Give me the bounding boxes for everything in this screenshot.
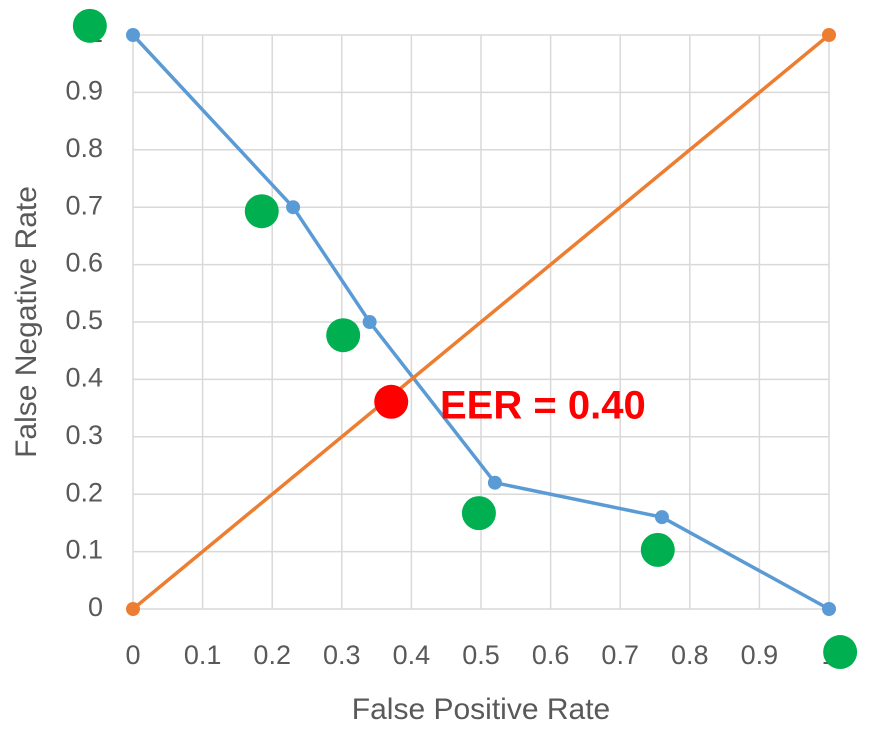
y-tick-label: 0.3 (65, 420, 103, 450)
annotation: EER = 0.40 (440, 384, 646, 428)
data-point (374, 384, 409, 419)
data-point (362, 315, 377, 329)
x-tick-label: 0.7 (601, 640, 639, 670)
data-point (654, 510, 669, 525)
data-point (461, 496, 496, 531)
y-tick-label: 0.7 (65, 190, 103, 220)
x-tick-label: 0.4 (393, 640, 431, 670)
data-point (286, 200, 301, 215)
data-point (823, 635, 858, 670)
x-tick-label: 0 (125, 640, 140, 670)
plot (72, 8, 858, 670)
y-tick-label: 0.5 (65, 305, 103, 335)
data-point (126, 602, 140, 616)
y-tick-label: 0.2 (65, 477, 103, 507)
x-axis-title: False Positive Rate (352, 693, 610, 726)
x-tick-label: 0.6 (532, 640, 570, 670)
data-point (822, 602, 836, 616)
y-tick-label: 0.4 (65, 363, 103, 393)
x-tick-label: 0.9 (741, 640, 779, 670)
data-point (487, 475, 502, 490)
series-line (131, 33, 830, 611)
x-tick-label: 0.2 (253, 640, 291, 670)
y-tick-label: 0 (88, 592, 103, 622)
data-point (640, 532, 675, 567)
y-tick-label: 0.8 (65, 133, 103, 163)
data-point (126, 28, 140, 42)
x-tick-label: 0.3 (323, 640, 361, 670)
x-tick-label: 0.1 (184, 640, 222, 670)
data-point (72, 8, 107, 43)
x-tick-label: 0.5 (462, 640, 500, 670)
y-axis-title: False Negative Rate (10, 186, 43, 458)
y-tick-label: 0.9 (65, 76, 103, 106)
data-point (326, 318, 361, 353)
grid: 00.10.20.30.40.50.60.70.80.9100.10.20.30… (65, 18, 836, 670)
x-tick-label: 0.8 (671, 640, 709, 670)
data-point (244, 194, 279, 229)
y-tick-label: 0.6 (65, 248, 103, 278)
y-tick-label: 0.1 (65, 535, 103, 565)
data-point (822, 28, 836, 42)
series-line (131, 33, 831, 611)
